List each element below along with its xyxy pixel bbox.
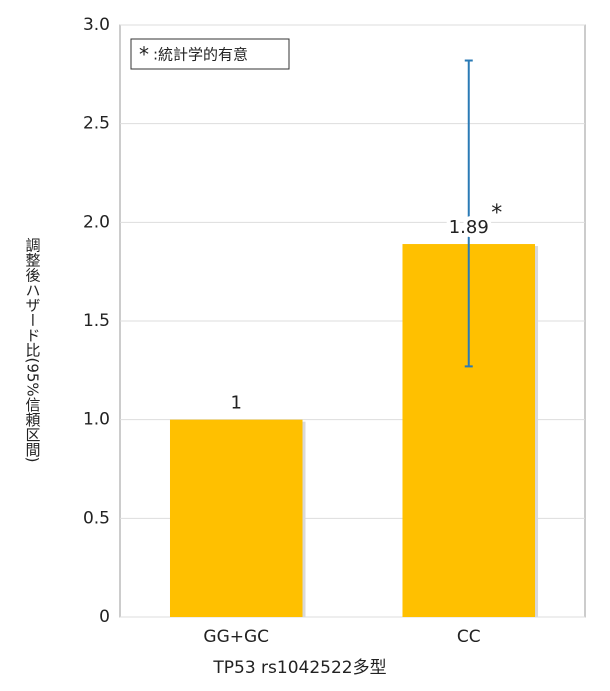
value-label: 1.89 [449,217,489,238]
x-tick-label: GG+GC [203,627,269,647]
legend-marker: * [139,43,149,67]
y-tick-label: 2.0 [83,212,110,232]
legend-text: :統計学的有意 [153,46,248,64]
y-tick-label: 3.0 [83,15,110,35]
y-tick-label: 2.5 [83,114,110,134]
x-tick-label: CC [457,627,481,647]
bar [169,419,303,617]
significance-marker: * [491,201,502,226]
value-label: 1 [231,393,242,414]
y-axis-label: 調整後ハザード比(95%信頼区間) [24,237,42,462]
y-tick-label: 1.0 [83,410,110,430]
x-axis-label: TP53 rs1042522多型 [212,658,386,678]
y-tick-label: 0 [99,607,110,627]
y-tick-label: 0.5 [83,508,110,528]
legend-box [130,38,290,70]
y-tick-label: 1.5 [83,311,110,331]
